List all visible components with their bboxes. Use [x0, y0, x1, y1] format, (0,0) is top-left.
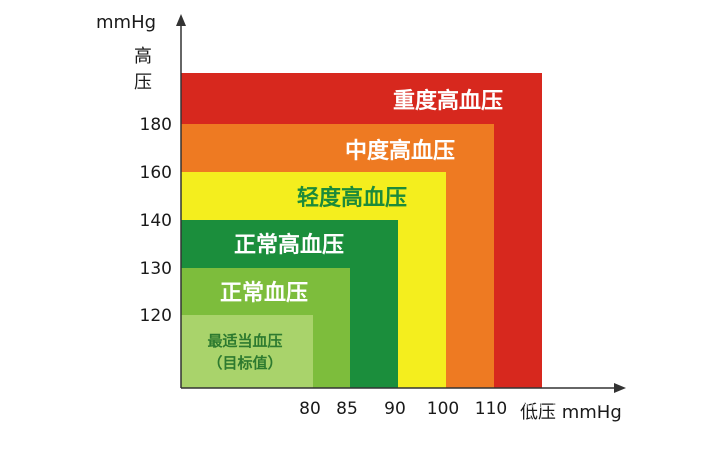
zone-label-4: 正常血压	[220, 280, 308, 306]
y-axis-unit: mmHg	[96, 12, 156, 33]
zone-5	[181, 315, 313, 388]
zone-label-1: 中度高血压	[345, 138, 455, 164]
zone-label-2: 轻度高血压	[297, 185, 407, 211]
y-axis-title-char-0: 高	[134, 46, 152, 67]
zone-sublabel-5: （目标值）	[207, 354, 282, 372]
zones-layer	[181, 73, 542, 388]
y-tick-1: 130	[140, 259, 172, 279]
x-tick-4: 110	[475, 399, 507, 419]
zone-label-0: 重度高血压	[393, 88, 503, 114]
x-tick-3: 100	[427, 399, 459, 419]
y-axis-title-char-1: 压	[134, 72, 152, 93]
x-tick-1: 85	[336, 399, 358, 419]
zone-label-5: 最适当血压	[207, 332, 282, 350]
watermark: 知乎 @血压守护人	[520, 394, 636, 411]
axes-layer: 高压	[134, 14, 626, 393]
y-tick-2: 140	[140, 211, 172, 231]
x-axis-label: 低压 mmHg	[520, 402, 622, 423]
x-tick-0: 80	[299, 399, 321, 419]
ticks-layer: 120 130 140 160 180 80 85 90 100 110	[140, 115, 508, 419]
y-tick-0: 120	[140, 306, 172, 326]
zone-label-3: 正常高血压	[234, 232, 344, 258]
y-axis-arrow	[176, 14, 186, 26]
y-tick-4: 180	[140, 115, 172, 135]
y-tick-3: 160	[140, 163, 172, 183]
x-tick-2: 90	[384, 399, 406, 419]
x-axis-arrow	[614, 383, 626, 393]
